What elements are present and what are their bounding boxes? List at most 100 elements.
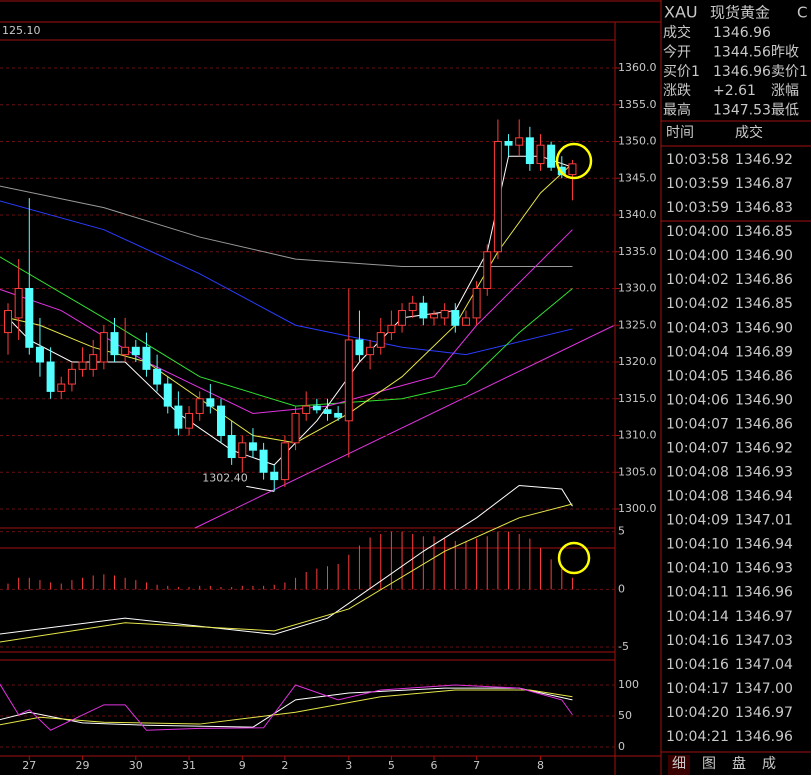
candle-body — [110, 332, 119, 356]
tab-active — [668, 755, 690, 775]
trade-time: 10:03:58 — [666, 152, 729, 168]
y-tick-label: 1325.0 — [618, 318, 657, 331]
trade-price: 1346.93 — [735, 465, 793, 481]
candle-body — [206, 398, 215, 407]
candle-body — [270, 471, 279, 481]
trade-time: 10:04:07 — [666, 416, 729, 432]
tab[interactable]: 盘 — [732, 755, 746, 772]
trade-price: 1346.87 — [735, 176, 793, 192]
trade-price: 1347.03 — [735, 633, 793, 649]
list-header: 时间 — [666, 125, 694, 141]
candle-body — [547, 144, 556, 168]
instrument-name: 现货黄金 — [710, 4, 770, 22]
quote-label: 成交 — [663, 24, 691, 41]
candle-body — [185, 412, 194, 429]
candle-body — [334, 412, 343, 418]
trade-time: 10:04:10 — [666, 537, 729, 553]
macd-line — [0, 503, 573, 643]
y-tick-label: 1335.0 — [618, 245, 657, 258]
y-tick-label: 1310.0 — [618, 429, 657, 442]
trade-time: 10:04:07 — [666, 440, 729, 456]
candle-body — [153, 368, 162, 385]
kdj-line — [0, 683, 573, 731]
trade-time: 10:03:59 — [666, 176, 729, 192]
quote-label: 买价1 — [663, 64, 700, 80]
candle-body — [4, 310, 12, 334]
x-tick-label: 30 — [129, 759, 143, 772]
moving-average — [0, 185, 573, 267]
candle-body — [99, 332, 108, 363]
x-tick-label: 9 — [239, 759, 246, 772]
candle-body — [451, 310, 460, 326]
quote-value: +2.61 — [713, 83, 756, 99]
candle-body — [536, 144, 545, 165]
trade-price: 1346.85 — [735, 296, 793, 312]
trade-price: 1346.97 — [735, 705, 793, 721]
x-tick-label: 31 — [182, 759, 196, 772]
tab[interactable]: 细 — [672, 756, 686, 772]
list-header: 成交 — [735, 124, 763, 141]
trade-price: 1346.90 — [735, 392, 793, 408]
candle-body — [493, 141, 502, 253]
candle-body — [227, 435, 236, 459]
quote-label: 涨跌 — [663, 83, 691, 99]
candle-body — [67, 368, 76, 385]
candle-body — [515, 137, 524, 146]
trade-time: 10:04:05 — [666, 368, 729, 384]
x-tick-label: 7 — [473, 759, 480, 772]
trade-price: 1347.04 — [735, 657, 793, 673]
candle-body — [46, 361, 55, 392]
candle-body — [430, 313, 438, 319]
symbol: XAU — [664, 3, 698, 22]
trade-price: 1347.01 — [735, 513, 793, 529]
quote-value: 1346.96 — [713, 25, 771, 41]
candle-body — [504, 141, 513, 146]
candle-body — [142, 346, 151, 370]
y-tick-label: 1300.0 — [618, 502, 657, 515]
annotation-leader — [246, 485, 275, 492]
candle-body — [174, 405, 183, 429]
candle-body — [344, 339, 353, 422]
trade-time: 10:04:02 — [666, 296, 729, 312]
trade-price: 1346.97 — [735, 609, 793, 625]
candle-body — [366, 346, 375, 356]
trade-time: 10:04:17 — [666, 681, 729, 697]
trade-time: 10:04:00 — [666, 248, 729, 264]
trade-price: 1346.92 — [735, 440, 793, 456]
candle-body — [355, 339, 364, 356]
quote-label: 今开 — [663, 44, 691, 60]
candle-body — [280, 442, 289, 481]
tab[interactable]: 图 — [702, 756, 716, 772]
trade-price: 1346.89 — [735, 344, 793, 360]
quote-label: 最低 — [771, 103, 799, 119]
y-tick-label: 1345.0 — [618, 171, 657, 184]
trade-time: 10:04:16 — [666, 633, 729, 649]
candle-body — [323, 409, 332, 414]
candle-body — [408, 302, 417, 312]
trade-time: 10:04:08 — [666, 465, 729, 481]
trade-price: 1346.85 — [735, 224, 793, 240]
quote-value: 1344.56 — [713, 44, 771, 60]
trade-time: 10:04:00 — [666, 224, 729, 240]
quote-value: 1347.53 — [713, 103, 771, 119]
tab[interactable]: 成 — [762, 756, 776, 772]
candle-body — [238, 442, 247, 459]
trade-price: 1346.90 — [735, 320, 793, 336]
y-tick-label: 1315.0 — [618, 392, 657, 405]
trade-time: 10:04:10 — [666, 561, 729, 577]
trade-time: 10:04:06 — [666, 392, 729, 408]
x-tick-label: 8 — [537, 759, 544, 772]
quote-value: 1346.96 — [713, 64, 771, 80]
corner-label: 125.10 — [2, 24, 41, 37]
candle-body — [121, 346, 130, 356]
candle-body — [440, 310, 449, 319]
y-tick-label: 50 — [618, 709, 632, 722]
y-tick-label: 1305.0 — [618, 465, 657, 478]
trade-price: 1346.90 — [735, 248, 793, 264]
macd-line — [0, 485, 573, 635]
quote-label: 昨收 — [771, 44, 799, 60]
candle-body — [398, 310, 407, 326]
